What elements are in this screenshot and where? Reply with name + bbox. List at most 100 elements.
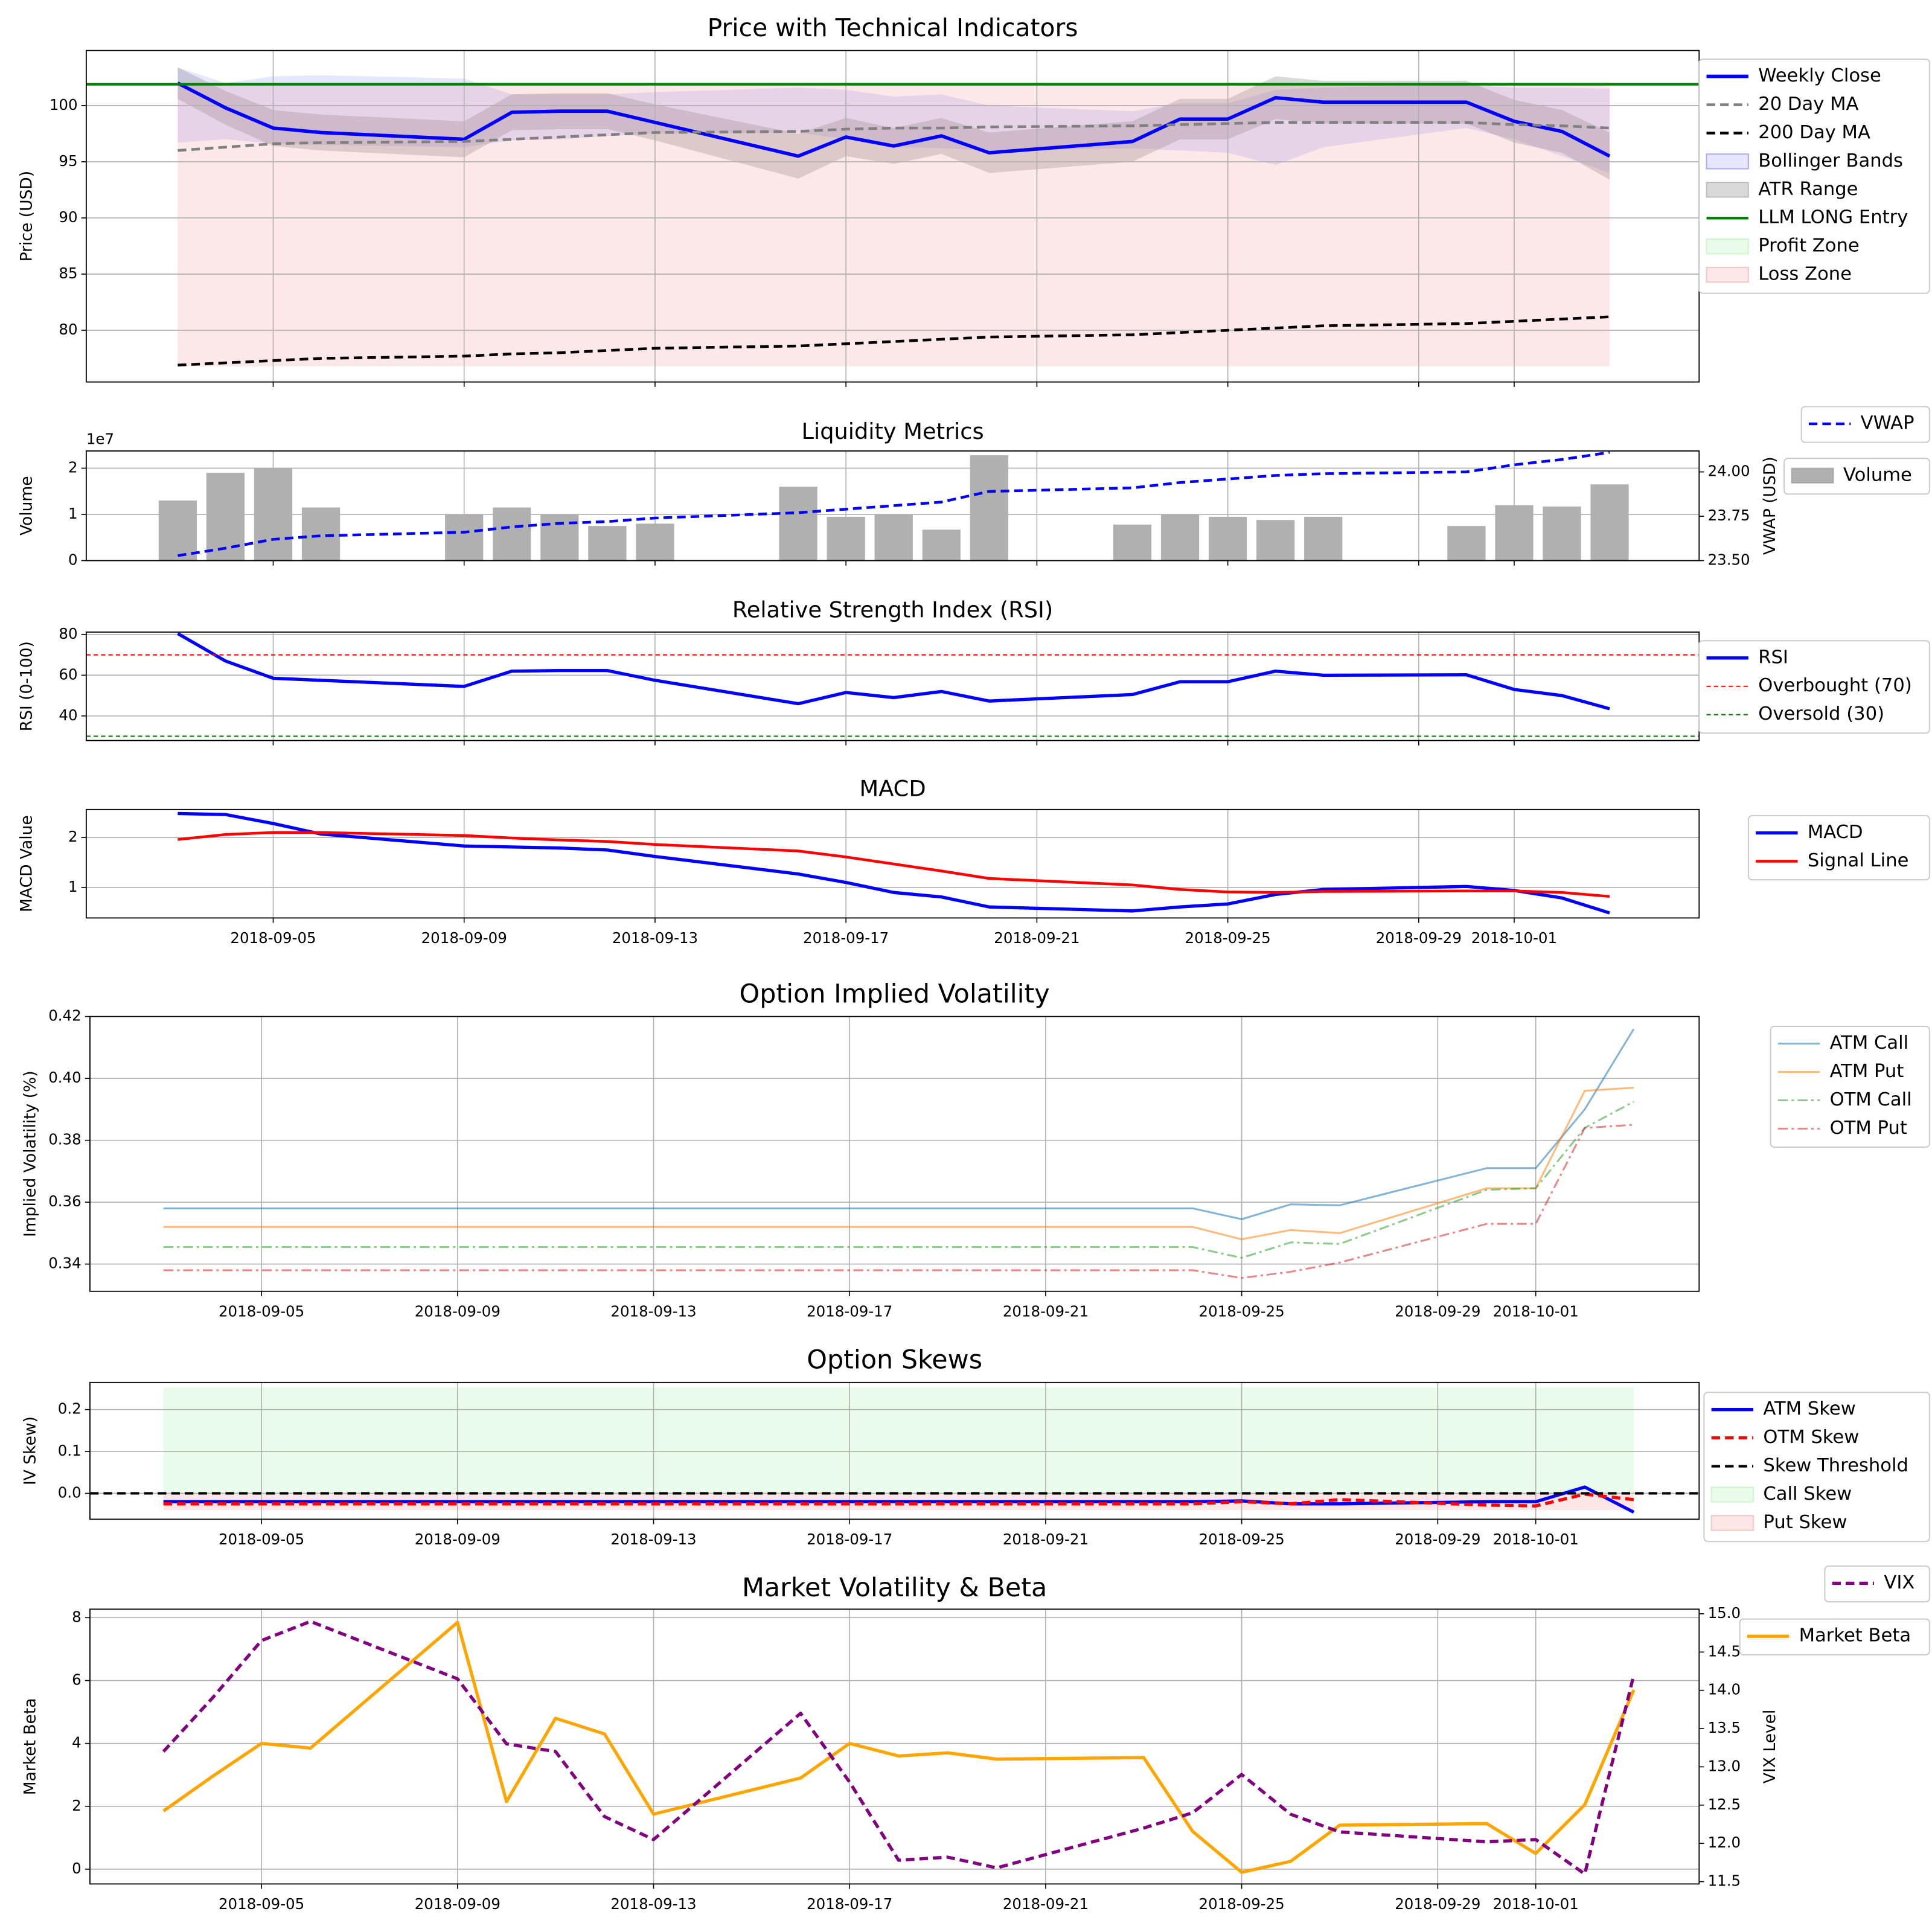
y2-tick-label: 23.75 [1708,507,1750,524]
x-tick-label: 2018-09-09 [421,929,507,947]
y-tick-label: 0.34 [48,1255,81,1272]
y-tick-label: 2 [68,828,78,845]
y2-tick-label: 13.0 [1708,1757,1741,1774]
y2-tick-label: 14.5 [1708,1642,1741,1660]
y2-tick-label: 13.5 [1708,1719,1741,1736]
x-tick-label: 2018-09-05 [230,929,316,947]
x-tick-label: 2018-09-09 [415,1895,501,1913]
legend-label: ATR Range [1758,179,1858,200]
x-tick-label: 2018-09-21 [1003,1302,1089,1320]
bar [301,507,341,561]
bar [588,526,627,561]
x-tick-label: 2018-09-21 [1003,1895,1089,1913]
y-tick-label: 4 [72,1734,82,1751]
y-axis-label: Market Beta [21,1698,40,1795]
legend-box [1783,458,1930,495]
line [163,1087,1634,1241]
y-tick-label: 95 [59,152,77,170]
y-axis-label: IV Skew) [21,1416,40,1485]
bar [493,507,531,561]
axes-frame [85,632,1700,741]
plot-area [89,1609,1700,1884]
y-tick-label: 0 [72,1860,82,1877]
plot-area [89,1016,1700,1291]
chart-title: Market Volatility & Beta [742,1573,1047,1603]
axes-frame [89,1608,1700,1885]
legend: VIX [1824,1565,1930,1603]
chart-title: Liquidity Metrics [802,418,984,444]
y-tick-label: 0.0 [58,1483,82,1501]
x-tick-label: 2018-09-17 [803,929,889,947]
plot-area [86,450,1700,561]
legend-box [1800,406,1930,443]
band [178,67,1610,180]
y-tick-label: 0.40 [48,1069,81,1086]
y2-tick-label: 23.50 [1708,551,1750,569]
x-tick-label: 2018-09-13 [610,1531,696,1548]
legend: ATM Call ATM Put OTM Call OTM Put [1770,1025,1930,1148]
legend: RSI Overbought (70) Oversold (30) [1698,640,1930,734]
legend-label: Profit Zone [1758,235,1860,257]
legend-box [1703,1392,1930,1543]
legend-label: Loss Zone [1758,264,1852,285]
x-tick-label: 2018-09-21 [1003,1531,1089,1548]
x-tick-label: 2018-09-21 [994,929,1080,947]
x-tick-label: 2018-09-05 [219,1302,304,1320]
band [178,67,1610,173]
line [163,1485,1635,1514]
legend-label: Oversold (30) [1758,703,1884,724]
y-tick-label: 1 [68,505,78,522]
axis-offset-label: 1e7 [86,430,114,448]
y-tick-label: 90 [59,208,77,226]
x-tick-label: 2018-09-29 [1376,929,1462,947]
chart-title: Price with Technical Indicators [708,13,1078,42]
axes-frame [85,450,1700,561]
panel: 2018-09-05 2018-09-09 2018-09-13 2018-09-17… [17,776,1930,947]
legend-box [1739,1618,1930,1655]
line [163,1101,1634,1259]
legend-label: Market Beta [1799,1625,1911,1646]
legend-box [1824,1565,1930,1603]
legend-label: Volume [1843,464,1912,485]
x-tick-label: 2018-09-25 [1199,1302,1285,1320]
x-tick-label: 2018-09-13 [610,1895,696,1913]
y-tick-label: 100 [50,96,78,114]
y-tick-label: 2 [68,458,78,476]
line [162,1620,1636,1874]
legend-label: Call Skew [1763,1483,1852,1505]
bar [1256,520,1295,561]
line [163,1028,1635,1220]
chart-title: Option Skews [807,1345,982,1375]
x-tick-label: 2018-09-29 [1395,1531,1480,1548]
y-axis-label: RSI (0-100) [17,641,36,731]
y-tick-label: 0.1 [58,1442,82,1459]
legend-label: VWAP [1861,413,1914,434]
y-tick-label: 0.2 [58,1400,82,1418]
y-axis-label: MACD Value [17,815,36,912]
panel: 0 1 2 23.50 23.75 24.00 Liquidity Metrics Volum… [17,406,1930,569]
y2-tick-label: 12.0 [1708,1834,1741,1851]
bar [1113,524,1152,561]
legend-swatch [1706,266,1749,283]
bar [1543,507,1581,561]
bar [874,514,913,561]
line [178,315,1610,366]
y2-tick-label: 15.0 [1708,1604,1741,1622]
legend-label: 20 Day MA [1758,94,1858,115]
x-tick-label: 2018-10-01 [1493,1302,1579,1320]
panel: 80 85 90 95 100 Price with Technical Indicato… [17,13,1930,387]
axes-frame [89,1016,1700,1292]
x-tick-label: 2018-09-29 [1395,1302,1480,1320]
line [177,82,1611,158]
bar [540,514,579,561]
y2-tick-label: 14.0 [1708,1681,1741,1698]
chart-title: MACD [860,776,926,802]
legend-label: OTM Skew [1763,1427,1859,1448]
legend: VWAP [1800,406,1930,443]
line [162,1619,1636,1876]
legend-box [1698,640,1930,734]
legend: MACD Signal Line [1747,815,1930,881]
panel: 2018-09-05 2018-09-09 2018-09-13 2018-09-17… [21,1565,1930,1913]
panel: 2018-09-05 2018-09-09 2018-09-13 2018-09-17… [21,1345,1930,1548]
